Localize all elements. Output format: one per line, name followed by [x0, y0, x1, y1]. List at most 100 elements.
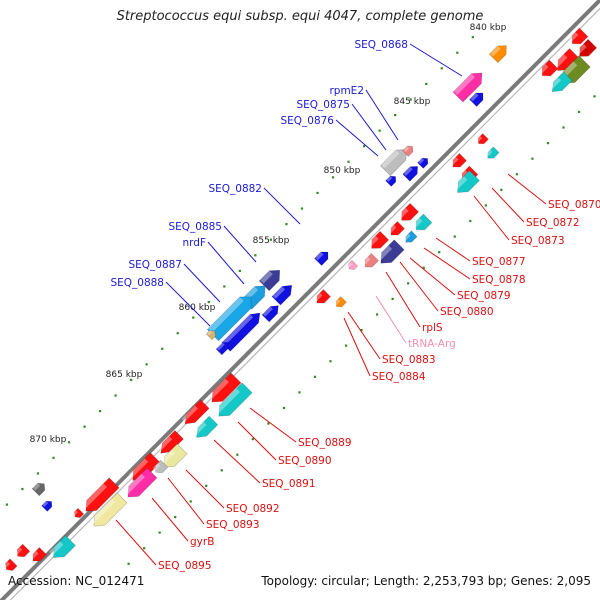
- gene-label[interactable]: rplS: [385, 271, 443, 334]
- gene-feature[interactable]: [314, 249, 332, 266]
- gene-feature[interactable]: [346, 259, 359, 271]
- gene-feature[interactable]: [314, 289, 331, 307]
- gene-feature[interactable]: [385, 174, 399, 187]
- gene-feature[interactable]: [271, 281, 296, 306]
- gene-label[interactable]: SEQ_0892: [185, 469, 280, 515]
- gene-feature[interactable]: [159, 443, 188, 472]
- gene-label[interactable]: SEQ_0891: [213, 439, 316, 490]
- gene-feature[interactable]: [362, 253, 379, 271]
- gene-label[interactable]: SEQ_0887: [128, 259, 221, 303]
- gene-label[interactable]: SEQ_0878: [423, 247, 526, 286]
- gene-feature[interactable]: [157, 430, 184, 458]
- gene-feature[interactable]: [476, 133, 489, 147]
- gene-feature[interactable]: [31, 480, 48, 497]
- gene-feature[interactable]: [367, 230, 390, 252]
- gene-feature[interactable]: [221, 309, 264, 352]
- gene-label[interactable]: SEQ_0882: [208, 183, 301, 225]
- gene-feature[interactable]: [89, 492, 128, 531]
- gene-feature[interactable]: [488, 41, 510, 64]
- gene-label[interactable]: SEQ_0884: [343, 317, 426, 383]
- gene-feature[interactable]: [485, 146, 500, 161]
- kbp-tick-label: 855 kbp: [253, 236, 290, 246]
- gene-feature[interactable]: [214, 382, 253, 421]
- tick-dot: [143, 547, 146, 550]
- gene-feature[interactable]: [14, 543, 31, 560]
- tick-dot: [331, 176, 335, 179]
- tick-dot: [394, 113, 397, 117]
- gene-label[interactable]: nrdF: [183, 237, 245, 285]
- gene-feature[interactable]: [417, 156, 431, 169]
- tick-dot: [313, 375, 317, 378]
- tick-dot: [145, 363, 148, 366]
- gene-feature[interactable]: [412, 213, 433, 234]
- gene-feature[interactable]: [380, 144, 411, 176]
- gene-feature[interactable]: [192, 415, 219, 441]
- gene-feature[interactable]: [548, 71, 573, 96]
- gene-label[interactable]: SEQ_0888: [110, 277, 211, 327]
- gene-label[interactable]: SEQ_0885: [168, 221, 257, 263]
- gene-feature[interactable]: [206, 291, 256, 342]
- gene-label[interactable]: SEQ_0868: [354, 39, 463, 77]
- gene-feature[interactable]: [258, 265, 284, 292]
- kbp-tick-label: 860 kbp: [179, 303, 216, 313]
- gene-label[interactable]: SEQ_0890: [237, 421, 332, 467]
- gene-label-text: SEQ_0895: [158, 560, 212, 572]
- tick-dot: [130, 378, 133, 382]
- leader-line: [399, 261, 439, 312]
- gene-feature[interactable]: [41, 499, 55, 512]
- gene-feature[interactable]: [261, 302, 282, 323]
- gene-feature[interactable]: [30, 547, 47, 565]
- gene-arrow: [469, 92, 484, 107]
- gene-label[interactable]: SEQ_0879: [409, 257, 511, 302]
- gene-label[interactable]: SEQ_0870: [507, 173, 600, 211]
- gene-label-text: gyrB: [190, 536, 214, 548]
- gene-highlight: [368, 235, 379, 247]
- gene-feature[interactable]: [450, 153, 467, 171]
- gene-label[interactable]: SEQ_0873: [473, 195, 565, 247]
- gene-feature[interactable]: [388, 221, 405, 239]
- gene-label[interactable]: SEQ_0883: [347, 311, 436, 366]
- gene-label[interactable]: SEQ_0872: [491, 187, 580, 229]
- gene-feature[interactable]: [152, 459, 169, 476]
- gene-feature[interactable]: [402, 144, 416, 157]
- gene-feature[interactable]: [403, 230, 418, 245]
- gene-feature[interactable]: [207, 372, 242, 407]
- tick-dot: [376, 313, 379, 316]
- gene-label[interactable]: rpmE2: [329, 85, 399, 141]
- gene-label[interactable]: SEQ_0895: [115, 519, 212, 572]
- gene-label[interactable]: SEQ_0875: [296, 99, 387, 151]
- gene-feature[interactable]: [553, 48, 580, 76]
- gene-feature[interactable]: [402, 163, 421, 182]
- gene-label[interactable]: SEQ_0880: [399, 261, 494, 318]
- gene-label[interactable]: SEQ_0876: [280, 115, 379, 157]
- gene-feature[interactable]: [538, 59, 559, 80]
- gene-feature[interactable]: [3, 558, 18, 573]
- gene-feature[interactable]: [469, 90, 487, 107]
- tick-dot: [223, 285, 226, 288]
- gene-feature[interactable]: [568, 27, 589, 48]
- leader-line: [165, 281, 211, 327]
- gene-arrow: [218, 382, 253, 417]
- gene-feature[interactable]: [49, 535, 76, 563]
- gene-label[interactable]: gyrB: [151, 497, 214, 548]
- gene-label[interactable]: SEQ_0877: [435, 237, 526, 268]
- gene-arrow: [215, 341, 230, 356]
- gene-feature[interactable]: [452, 68, 487, 103]
- tick-dot: [285, 223, 288, 226]
- gene-label[interactable]: SEQ_0889: [249, 407, 352, 449]
- gene-label[interactable]: SEQ_0893: [167, 477, 260, 531]
- gene-feature[interactable]: [205, 328, 217, 341]
- gene-label[interactable]: tRNA-Arg: [375, 295, 456, 350]
- gene-feature[interactable]: [181, 399, 210, 428]
- gene-highlight: [576, 43, 587, 55]
- gene-feature[interactable]: [72, 507, 85, 519]
- gene-feature[interactable]: [123, 467, 158, 502]
- gene-feature[interactable]: [575, 38, 598, 60]
- gene-feature[interactable]: [81, 477, 120, 516]
- gene-feature[interactable]: [376, 239, 405, 268]
- gene-label-text: tRNA-Arg: [408, 338, 456, 350]
- gene-feature[interactable]: [334, 296, 347, 310]
- gene-feature[interactable]: [397, 202, 420, 224]
- gene-feature[interactable]: [215, 339, 232, 356]
- gene-feature[interactable]: [453, 170, 480, 198]
